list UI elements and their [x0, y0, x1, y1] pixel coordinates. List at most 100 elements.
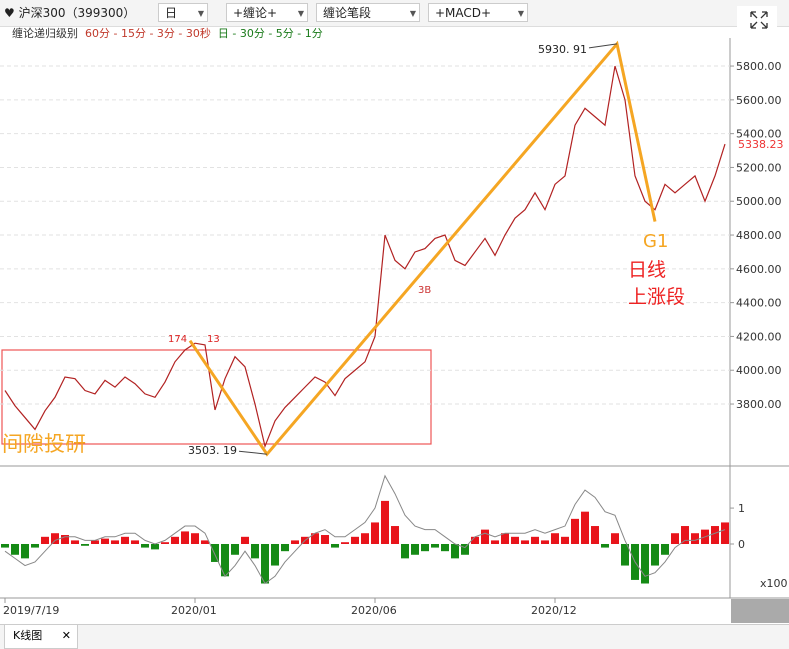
- macd-bar: [271, 543, 279, 566]
- macd-bar: [481, 529, 489, 544]
- leader-line: [238, 450, 268, 455]
- tab[interactable]: K线图 ✕: [4, 625, 78, 649]
- macd-bar: [541, 540, 549, 544]
- macd-bar: [651, 543, 659, 566]
- macd-bar: [161, 542, 169, 544]
- x-tick-label: 2019/7/19: [3, 604, 59, 617]
- legend-green: 日 - 30分 - 5分 - 1分: [217, 27, 323, 40]
- macd-bar: [501, 533, 509, 544]
- heart-icon: ♥: [4, 6, 19, 20]
- last-price-label: 5338.23: [738, 138, 784, 151]
- y-tick-label: 4200.00: [736, 330, 782, 343]
- macd-bar: [371, 522, 379, 544]
- y-tick-label: 4400.00: [736, 297, 782, 310]
- macd-bar: [411, 543, 419, 555]
- axis-unit: x100: [760, 577, 788, 590]
- macd-bar: [611, 533, 619, 544]
- legend-red: 60分 - 15分 - 3分 - 30秒: [85, 27, 211, 40]
- legend: 缠论递归级别 60分 - 15分 - 3分 - 30秒 日 - 30分 - 5分…: [12, 25, 323, 41]
- macd-bar: [581, 511, 589, 544]
- macd-bar: [401, 543, 409, 559]
- macd-bar: [451, 543, 459, 559]
- legend-label: 缠论递归级别: [12, 27, 78, 40]
- x-tick-label: 2020/01: [171, 604, 217, 617]
- annotation: 日线: [628, 259, 666, 281]
- annotation: 13: [207, 334, 220, 345]
- macd-bar: [311, 533, 319, 544]
- indicator-select[interactable]: +MACD+: [428, 3, 528, 23]
- tab-label: K线图: [13, 629, 43, 642]
- annotation: 3B: [418, 285, 431, 296]
- macd-bar: [391, 526, 399, 544]
- x-tick-label: 2020/06: [351, 604, 397, 617]
- macd-bar: [151, 543, 159, 550]
- y-tick-label: 5200.00: [736, 161, 782, 174]
- footer: K线图 ✕: [0, 624, 789, 649]
- y-tick-label: 1: [738, 502, 745, 515]
- macd-bar: [261, 543, 269, 584]
- macd-bar: [521, 540, 529, 544]
- y-tick-label: 4000.00: [736, 364, 782, 377]
- macd-bar: [561, 536, 569, 544]
- value-label: 3503. 19: [188, 444, 237, 457]
- macd-bar: [601, 543, 609, 548]
- macd-bar: [61, 535, 69, 544]
- macd-bar: [431, 543, 439, 548]
- macd-bar: [421, 543, 429, 552]
- macd-bar: [251, 543, 259, 559]
- macd-bar: [441, 543, 449, 552]
- macd-bar: [351, 536, 359, 544]
- symbol[interactable]: ♥ 沪深300（399300）: [4, 4, 135, 21]
- macd-bar: [221, 543, 229, 577]
- macd-bar: [621, 543, 629, 566]
- macd-bar: [701, 529, 709, 544]
- macd-bar: [631, 543, 639, 580]
- macd-bar: [491, 540, 499, 544]
- price-line: [4, 65, 726, 449]
- y-tick-label: 4800.00: [736, 229, 782, 242]
- scroll-thumb[interactable]: [731, 599, 789, 623]
- annotation: 间隙投研: [2, 432, 86, 456]
- macd-bar: [281, 543, 289, 552]
- y-tick-label: 5800.00: [736, 60, 782, 73]
- macd-bar: [331, 543, 339, 548]
- macd-bar: [471, 536, 479, 544]
- macd-bar: [301, 536, 309, 544]
- macd-bar: [131, 540, 139, 544]
- period-select[interactable]: 日: [158, 3, 208, 23]
- y-tick-label: 5600.00: [736, 94, 782, 107]
- leader-line: [588, 43, 618, 49]
- macd-bar: [691, 533, 699, 544]
- indicator-select[interactable]: 缠论笔段: [316, 3, 420, 23]
- macd-bar: [511, 536, 519, 544]
- macd-bar: [121, 536, 129, 544]
- macd-bar: [111, 540, 119, 544]
- indicator-select[interactable]: +缠论+: [226, 3, 308, 23]
- annotation: 上涨段: [628, 286, 685, 308]
- macd-bar: [531, 536, 539, 544]
- macd-bar: [101, 538, 109, 544]
- macd-bar: [321, 535, 329, 544]
- y-tick-label: 4600.00: [736, 263, 782, 276]
- macd-bar: [711, 526, 719, 544]
- macd-bar: [671, 533, 679, 544]
- zigzag-line: [188, 40, 657, 457]
- macd-bar: [461, 543, 469, 555]
- close-icon[interactable]: ✕: [61, 629, 71, 642]
- macd-bar: [51, 533, 59, 544]
- chart: 3800.00 4000.00 4200.00 4400.00 4600.00 4800.…: [0, 11, 789, 623]
- macd-bar: [231, 543, 239, 555]
- macd-bar: [201, 540, 209, 544]
- macd-bar: [721, 522, 729, 544]
- annotation: 174: [168, 334, 187, 345]
- macd-bar: [681, 526, 689, 544]
- dif-line: [4, 474, 726, 585]
- annotation: G1: [643, 231, 668, 252]
- macd-bar: [641, 543, 649, 584]
- macd-bar: [591, 526, 599, 544]
- macd-bar: [291, 540, 299, 544]
- macd-bar: [21, 543, 29, 559]
- macd-bar: [91, 540, 99, 544]
- macd-bar: [571, 518, 579, 544]
